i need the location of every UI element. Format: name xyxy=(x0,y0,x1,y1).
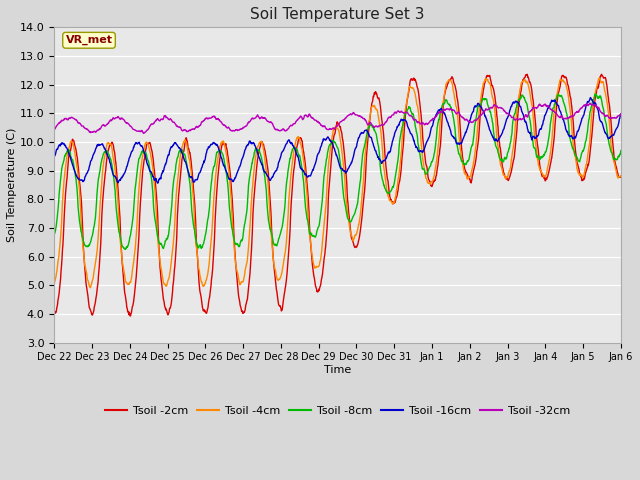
Y-axis label: Soil Temperature (C): Soil Temperature (C) xyxy=(7,128,17,242)
Title: Soil Temperature Set 3: Soil Temperature Set 3 xyxy=(250,7,425,22)
X-axis label: Time: Time xyxy=(324,365,351,375)
Text: VR_met: VR_met xyxy=(65,35,113,46)
Legend: Tsoil -2cm, Tsoil -4cm, Tsoil -8cm, Tsoil -16cm, Tsoil -32cm: Tsoil -2cm, Tsoil -4cm, Tsoil -8cm, Tsoi… xyxy=(101,402,574,420)
